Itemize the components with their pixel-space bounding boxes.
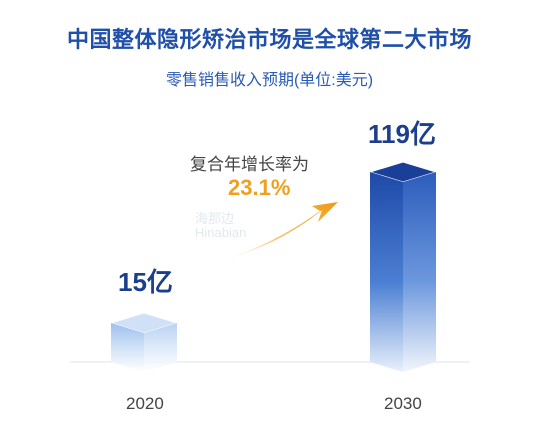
watermark: 海那边 Hinabian: [195, 212, 246, 240]
category-label-2030: 2030: [384, 394, 422, 413]
watermark-en: Hinabian: [195, 225, 247, 240]
bar-2020-front: [111, 323, 144, 372]
bar-2030-front: [370, 172, 403, 372]
cagr-value: 23.1%: [228, 175, 291, 200]
cagr-label: 复合年增长率为: [190, 155, 309, 174]
category-label-2020: 2020: [126, 394, 164, 413]
bar-2020: [109, 312, 179, 372]
chart-title: 中国整体隐形矫治市场是全球第二大市场: [66, 27, 472, 52]
bar-2030: [368, 161, 438, 372]
bar-2030-side: [403, 172, 436, 372]
bar-2020-side: [144, 323, 177, 372]
value-label-2020: 15亿: [118, 267, 173, 297]
chart-subtitle: 零售销售收入预期(单位:美元): [165, 72, 374, 89]
growth-arrow: [215, 202, 338, 262]
value-label-2030: 119亿: [368, 119, 436, 149]
watermark-cn: 海那边: [195, 211, 235, 226]
